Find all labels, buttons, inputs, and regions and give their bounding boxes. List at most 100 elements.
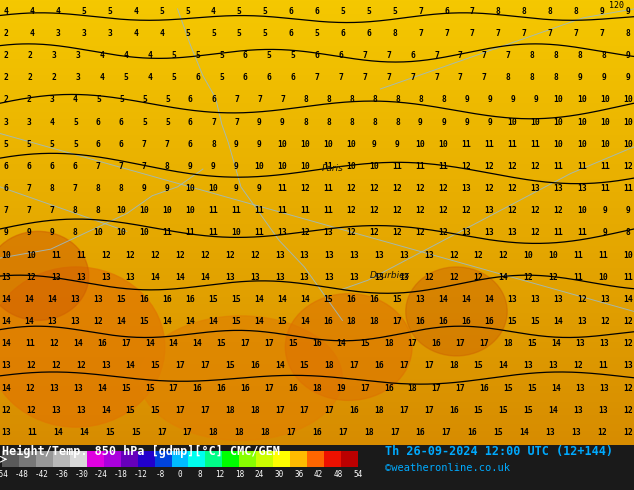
Text: 6: 6 [27,162,32,171]
Text: 6: 6 [288,7,294,16]
Text: 9: 9 [257,118,262,126]
Text: 13: 13 [70,317,81,326]
Text: 24: 24 [254,469,264,479]
Text: 8: 8 [395,118,400,126]
Text: 12: 12 [416,184,425,193]
Text: 8: 8 [73,228,78,237]
Text: 13: 13 [323,228,333,237]
Text: -42: -42 [35,469,48,479]
Text: 13: 13 [250,273,260,282]
Text: 7: 7 [496,29,501,38]
Text: 12: 12 [392,228,403,237]
Text: 6: 6 [267,73,271,82]
Text: 11: 11 [485,140,495,148]
Text: 9: 9 [50,228,55,237]
Text: 14: 14 [73,339,83,348]
Text: 17: 17 [240,339,250,348]
Text: 0: 0 [178,469,183,479]
Text: 42: 42 [314,469,323,479]
Text: 15: 15 [117,295,126,304]
Text: 7: 7 [165,140,170,148]
Text: 8: 8 [441,96,446,104]
Text: 7: 7 [96,162,101,171]
Text: 4: 4 [133,29,138,38]
Text: 8: 8 [165,162,170,171]
Text: 9: 9 [188,162,193,171]
Text: 12: 12 [25,384,35,392]
Text: 7: 7 [280,96,285,104]
Text: 13: 13 [1,428,11,437]
Text: 18: 18 [250,406,260,415]
Text: 15: 15 [493,428,503,437]
Text: 18: 18 [347,317,356,326]
Text: 11: 11 [577,228,586,237]
Text: 8: 8 [548,7,552,16]
Text: 5: 5 [4,140,9,148]
Text: 4: 4 [4,7,9,16]
Text: 16: 16 [288,384,298,392]
Text: 12: 12 [93,317,103,326]
Text: 5: 5 [73,140,78,148]
Text: 18: 18 [370,317,379,326]
Text: 10: 10 [623,250,633,260]
Text: 12: 12 [250,250,260,260]
Text: 2: 2 [52,73,56,82]
Text: 13: 13 [349,250,359,260]
Text: 16: 16 [485,317,495,326]
Text: 11: 11 [600,184,609,193]
Text: 15: 15 [105,428,115,437]
Text: 11: 11 [278,184,287,193]
Text: 12: 12 [370,228,379,237]
Text: 13: 13 [575,384,585,392]
Text: 10: 10 [553,118,564,126]
Text: Paris: Paris [322,164,344,173]
Text: 5: 5 [171,73,176,82]
Text: 13: 13 [349,273,359,282]
Text: 7: 7 [418,29,423,38]
Text: 8: 8 [392,29,397,38]
Text: 6: 6 [188,118,193,126]
Text: 10: 10 [600,96,609,104]
Text: 7: 7 [434,73,439,82]
Text: 17: 17 [360,384,370,392]
Text: 9: 9 [441,118,446,126]
Text: 2: 2 [4,96,9,104]
Bar [205,451,223,467]
Text: 16: 16 [374,362,384,370]
Text: 12: 12 [301,184,311,193]
Text: 11: 11 [598,250,607,260]
Text: 7: 7 [573,29,578,38]
Text: 7: 7 [458,73,463,82]
Text: 5: 5 [267,51,271,60]
Text: 18: 18 [408,384,417,392]
Text: 5: 5 [262,29,268,38]
Text: 10: 10 [600,118,609,126]
Text: 14: 14 [53,428,63,437]
Text: 12: 12 [462,162,472,171]
Text: 9: 9 [464,96,469,104]
Text: 3: 3 [75,51,81,60]
Text: 13: 13 [275,250,285,260]
Text: 17: 17 [157,428,167,437]
Text: 10: 10 [347,140,356,148]
Text: 6: 6 [290,73,295,82]
Text: 4: 4 [147,51,152,60]
Text: 14: 14 [169,339,179,348]
Text: 12: 12 [347,206,356,215]
Text: 17: 17 [424,406,434,415]
Text: 11: 11 [25,339,35,348]
Text: 12: 12 [126,250,136,260]
Text: 12: 12 [577,295,586,304]
Bar [307,451,324,467]
Text: 11: 11 [598,362,607,370]
Text: 11: 11 [553,228,564,237]
Text: 9: 9 [464,118,469,126]
Text: 13: 13 [545,428,555,437]
Text: 6: 6 [243,51,248,60]
Text: 9: 9 [578,73,582,82]
Text: -18: -18 [113,469,127,479]
Text: -54: -54 [0,469,9,479]
Text: 5: 5 [159,7,164,16]
Bar [104,451,120,467]
Text: 13: 13 [573,406,583,415]
